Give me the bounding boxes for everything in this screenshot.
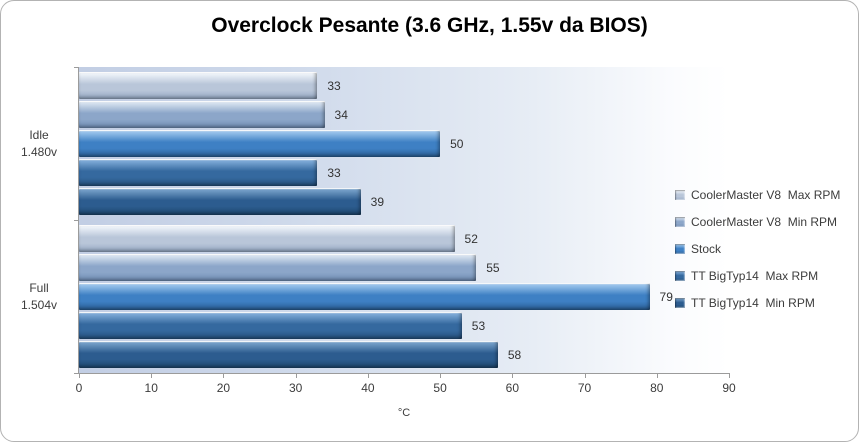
bar — [79, 225, 455, 252]
x-tick-label: 50 — [433, 381, 447, 395]
legend-swatch-icon — [675, 298, 685, 308]
x-tick-mark — [367, 373, 369, 378]
bar — [79, 283, 650, 310]
bar-value-label: 79 — [659, 289, 673, 304]
x-tick-mark — [151, 373, 153, 378]
bar-group: 52 55 79 53 58 — [79, 220, 729, 373]
x-tick-mark — [584, 373, 586, 378]
x-tick-label: 90 — [722, 381, 736, 395]
x-tick-label: 0 — [75, 381, 83, 395]
bar — [79, 254, 477, 281]
x-tick-label: 80 — [650, 381, 664, 395]
x-tick-label: 70 — [577, 381, 592, 395]
bar-row: 79 — [79, 283, 729, 310]
y-tick-mark — [74, 67, 79, 68]
chart-title: Overclock Pesante (3.6 GHz, 1.55v da BIO… — [211, 14, 648, 37]
y-tick-mark — [74, 373, 79, 374]
category-label-line: 1.504v — [20, 297, 58, 312]
bar-row: 58 — [79, 341, 729, 368]
legend-label: TT BigTyp14 Min RPM — [691, 296, 815, 310]
x-tick-label: 60 — [505, 381, 519, 395]
category-label-line: Full — [29, 280, 49, 295]
legend-item: Stock — [675, 242, 840, 256]
bar-row: 50 — [79, 130, 729, 157]
bar-row: 34 — [79, 101, 729, 128]
bar-row: 53 — [79, 312, 729, 339]
x-tick-mark — [295, 373, 297, 378]
bar-row: 33 — [79, 72, 729, 99]
bar — [79, 159, 318, 186]
legend-item: TT BigTyp14 Min RPM — [675, 296, 840, 310]
legend-swatch-icon — [675, 190, 685, 200]
bar-value-label: 52 — [464, 231, 478, 246]
x-axis-line — [78, 373, 730, 374]
legend-label: CoolerMaster V8 Min RPM — [691, 215, 838, 229]
bar — [79, 72, 318, 99]
x-tick-mark — [440, 373, 442, 378]
bar — [79, 101, 325, 128]
bar-value-label: 34 — [334, 107, 348, 122]
legend-label: Stock — [691, 242, 722, 256]
bar — [79, 188, 361, 215]
legend-label: CoolerMaster V8 Max RPM — [691, 188, 841, 202]
legend-swatch-icon — [675, 217, 685, 227]
bar-value-label: 50 — [450, 136, 464, 151]
plot-area: 33 34 50 33 39 52 55 79 53 58 — [78, 67, 730, 374]
legend-label: TT BigTyp14 Max RPM — [691, 269, 819, 283]
x-tick-mark — [223, 373, 225, 378]
bar — [79, 130, 441, 157]
bar-value-label: 39 — [370, 194, 385, 209]
x-tick-mark — [79, 373, 80, 378]
legend-swatch-icon — [675, 271, 685, 281]
bar — [79, 312, 462, 339]
legend-item: CoolerMaster V8 Max RPM — [675, 188, 840, 202]
category-label: Full 1.504v — [3, 280, 75, 314]
bar-value-label: 53 — [471, 318, 486, 333]
bar — [79, 341, 498, 368]
bar-value-label: 58 — [507, 347, 522, 362]
bar-row: 55 — [79, 254, 729, 281]
category-label-line: Idle — [29, 127, 49, 142]
bar-value-label: 33 — [327, 78, 341, 93]
x-tick-label: 40 — [361, 381, 375, 395]
x-tick-mark — [512, 373, 514, 378]
legend: CoolerMaster V8 Max RPM CoolerMaster V8 M… — [675, 188, 840, 310]
y-tick-mark — [74, 220, 79, 221]
legend-swatch-icon — [675, 244, 685, 254]
x-tick-label: 30 — [288, 381, 303, 395]
x-tick-mark — [656, 373, 658, 378]
x-tick-label: 20 — [216, 381, 231, 395]
bar-value-label: 55 — [486, 260, 500, 275]
x-tick-label: 10 — [144, 381, 158, 395]
bar-value-label: 33 — [327, 165, 341, 180]
bar-row: 52 — [79, 225, 729, 252]
x-axis-title: °C — [397, 407, 411, 419]
bar-row: 39 — [79, 188, 729, 215]
legend-item: TT BigTyp14 Max RPM — [675, 269, 840, 283]
bar-row: 33 — [79, 159, 729, 186]
category-label: Idle 1.480v — [3, 127, 75, 161]
x-tick-mark — [729, 373, 730, 378]
legend-item: CoolerMaster V8 Min RPM — [675, 215, 840, 229]
bar-group: 33 34 50 33 39 — [79, 67, 729, 220]
category-label-line: 1.480v — [20, 144, 58, 159]
